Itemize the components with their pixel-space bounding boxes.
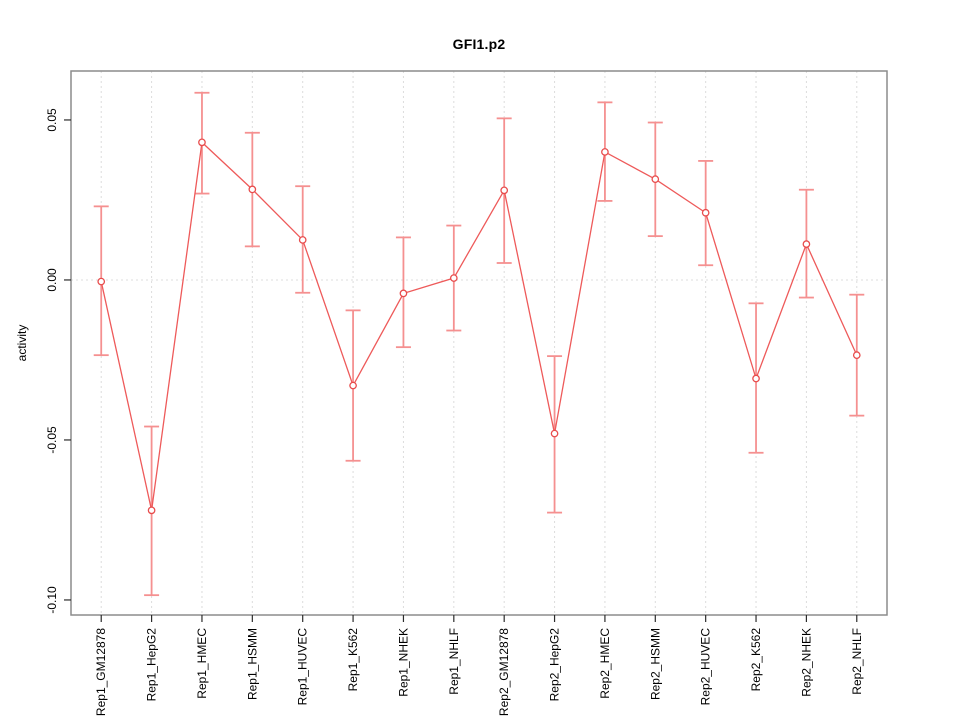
x-category-label: Rep2_HepG2 bbox=[548, 628, 562, 702]
y-tick-label: 0.05 bbox=[45, 108, 59, 132]
x-category-label: Rep1_K562 bbox=[346, 628, 360, 692]
plot-box bbox=[70, 70, 888, 616]
y-tick-label: 0.00 bbox=[45, 268, 59, 292]
data-point bbox=[248, 185, 257, 194]
x-category-label: Rep2_HSMM bbox=[648, 628, 662, 700]
data-point bbox=[349, 381, 357, 390]
x-category-label: Rep1_NHEK bbox=[396, 628, 410, 697]
x-category-label: Rep1_HMEC bbox=[195, 628, 209, 699]
data-point bbox=[601, 148, 609, 156]
x-category-label: Rep2_NHEK bbox=[799, 628, 813, 697]
series-line bbox=[100, 141, 858, 511]
x-category-label: Rep2_HMEC bbox=[598, 628, 612, 699]
x-category-label: Rep2_HUVEC bbox=[699, 628, 713, 706]
data-point bbox=[651, 175, 660, 184]
x-category-label: Rep1_GM12878 bbox=[94, 628, 108, 716]
x-category-label: Rep1_NHLF bbox=[447, 628, 461, 695]
data-point bbox=[550, 429, 559, 438]
x-category-label: Rep1_HSMM bbox=[245, 628, 259, 700]
data-point bbox=[449, 274, 458, 282]
data-point bbox=[752, 374, 760, 383]
x-category-label: Rep1_HUVEC bbox=[296, 628, 310, 706]
data-point bbox=[198, 138, 206, 147]
data-point bbox=[500, 186, 509, 195]
data-point bbox=[298, 236, 307, 244]
data-point bbox=[701, 208, 710, 217]
data-point bbox=[802, 240, 811, 248]
y-tick-label: -0.10 bbox=[45, 586, 59, 614]
y-tick-label: -0.05 bbox=[45, 426, 59, 454]
x-category-label: Rep2_K562 bbox=[749, 628, 763, 692]
chart-title: GFI1.p2 bbox=[452, 36, 506, 52]
x-category-label: Rep2_NHLF bbox=[850, 628, 864, 695]
data-point bbox=[147, 506, 156, 515]
data-point bbox=[97, 277, 106, 286]
x-category-label: Rep2_GM12878 bbox=[497, 628, 511, 716]
data-point bbox=[399, 289, 408, 298]
x-category-label: Rep1_HepG2 bbox=[145, 628, 159, 702]
data-point bbox=[852, 351, 861, 360]
